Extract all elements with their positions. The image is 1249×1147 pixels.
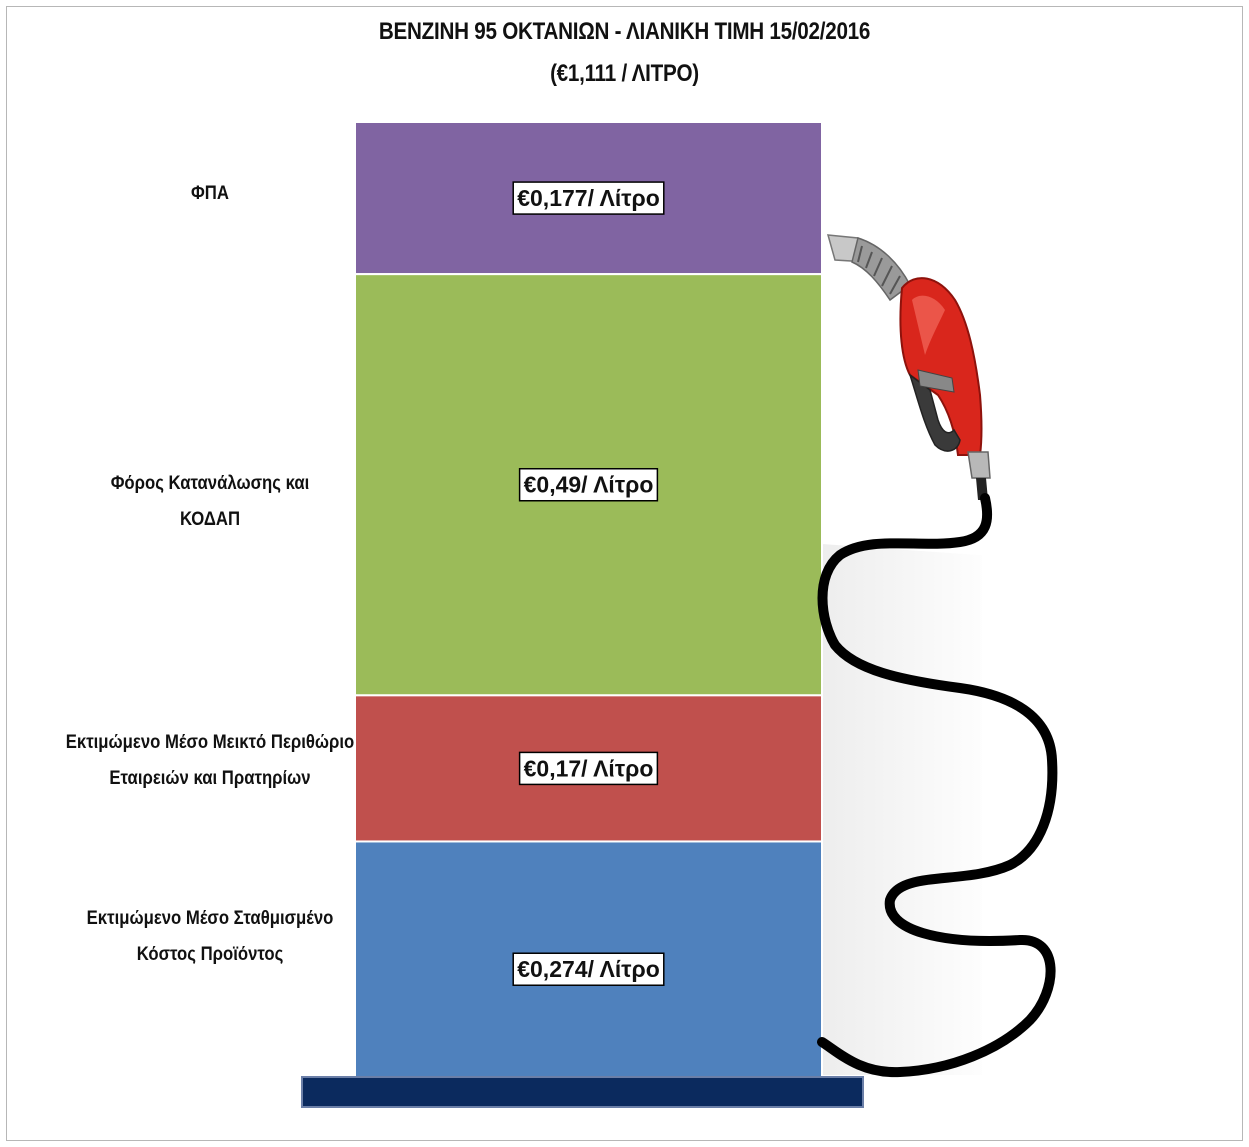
category-label-vat: ΦΠΑ [191, 183, 229, 204]
value-label-margin: €0,17/ Λίτρο [524, 755, 654, 781]
pump-base [301, 1076, 864, 1108]
category-label-margin: Εκτιμώμενο Μέσο Μεικτό Περιθώριο Εταιρει… [65, 732, 355, 789]
value-label-product-cost: €0,274/ Λίτρο [517, 956, 660, 982]
category-label-product-cost: Εκτιμώμενο Μέσο Σταθμισμένο Κόστος Προϊό… [86, 908, 334, 965]
fuel-hose [817, 493, 1058, 1078]
chart-subtitle: (€1,111 / ΛΙΤΡΟ) [550, 60, 699, 87]
hose-shadow [820, 543, 982, 1075]
value-label-vat: €0,177/ Λίτρο [517, 185, 660, 211]
bar-segments: €0,177/ Λίτρο €0,49/ Λίτρο €0,17/ Λίτρο €0,… [354, 121, 823, 1078]
value-label-box-product-cost [512, 952, 665, 986]
value-label-box-margin [518, 751, 659, 786]
chart-title: BENZINH 95 ΟΚΤΑΝΙΩΝ - ΛΙΑΝΙΚΗ ΤΙΜΗ 15/02… [378, 18, 871, 45]
category-label-excise-tax: Φόρος Κατανάλωσης και ΚΟΔΑΠ [110, 473, 310, 530]
value-label-box-vat [512, 181, 665, 215]
value-label-excise-tax: €0,49/ Λίτρο [524, 472, 654, 498]
value-label-box-excise-tax [518, 467, 659, 502]
fuel-nozzle-icon [826, 234, 991, 500]
